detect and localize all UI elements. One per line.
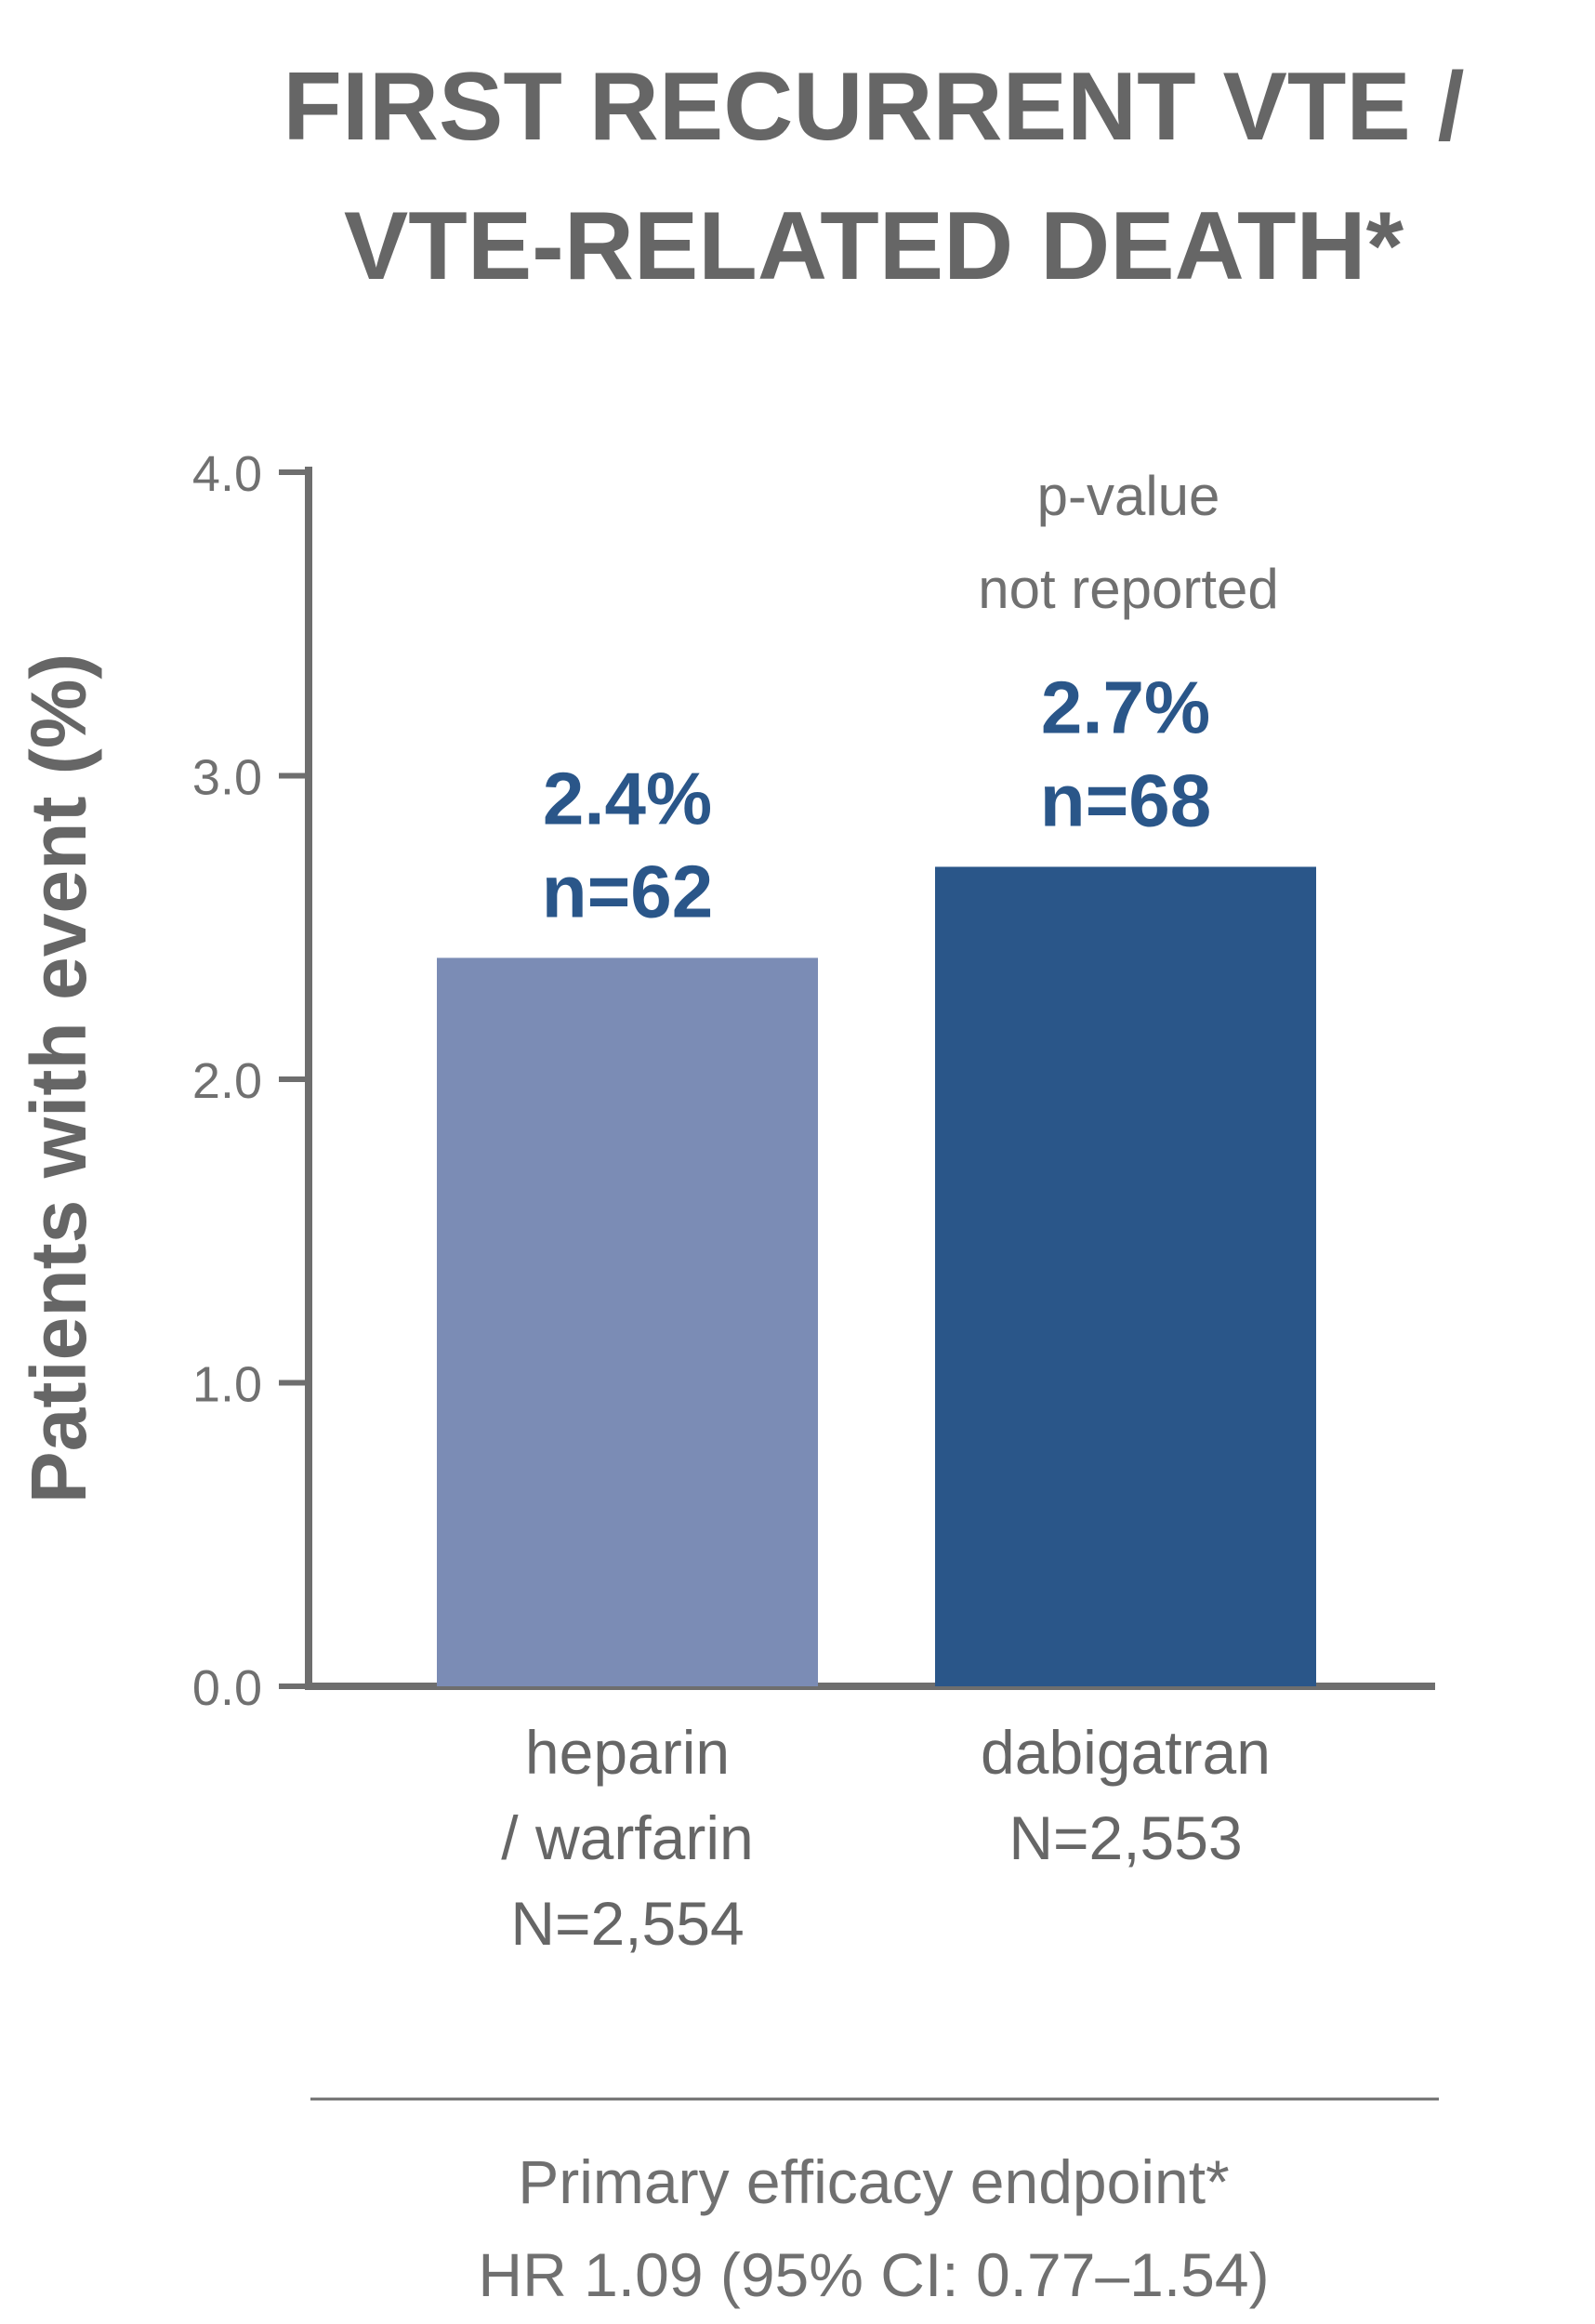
p-value-annotation-line-1: p-value (1037, 465, 1220, 527)
bar (935, 866, 1316, 1686)
y-tick-label: 0.0 (192, 1660, 262, 1716)
bar-count-label: n=62 (542, 850, 714, 932)
bar-labels: n=62 2.4% n=68 2.7% (542, 666, 1212, 932)
x-tick-label: N=2,553 (1008, 1803, 1242, 1872)
bar-count-label: n=68 (1040, 759, 1212, 841)
y-ticks: 0.0 1.0 2.0 3.0 4.0 (192, 446, 310, 1716)
y-tick-label: 1.0 (192, 1357, 262, 1413)
y-tick-label: 4.0 (192, 446, 262, 502)
category-labels: heparin / warfarin N=2,554 dabigatran N=2,55… (501, 1718, 1271, 1958)
bar-value-label: 2.7% (1041, 666, 1210, 748)
bar-value-label: 2.4% (543, 757, 712, 839)
p-value-annotation: p-value not reported (978, 465, 1279, 620)
x-tick-label: N=2,554 (510, 1889, 744, 1958)
x-tick-label: heparin (525, 1718, 730, 1787)
y-axis-label: Patients with event (%) (15, 654, 102, 1504)
chart-title: FIRST RECURRENT VTE / VTE-RELATED DEATH* (283, 53, 1464, 300)
y-tick-label: 3.0 (192, 750, 262, 806)
y-tick-label: 2.0 (192, 1053, 262, 1109)
footnote: Primary efficacy endpoint* HR 1.09 (95% … (478, 2147, 1269, 2309)
bar (437, 957, 818, 1686)
footnote-line-1: Primary efficacy endpoint* (518, 2147, 1229, 2216)
p-value-annotation-line-2: not reported (978, 558, 1279, 620)
chart-title-line-2: VTE-RELATED DEATH* (344, 192, 1404, 300)
chart-title-line-1: FIRST RECURRENT VTE / (283, 53, 1464, 161)
footnote-line-2: HR 1.09 (95% CI: 0.77–1.54) (478, 2240, 1269, 2309)
bars (437, 866, 1316, 1686)
x-tick-label: / warfarin (501, 1803, 753, 1872)
x-tick-label: dabigatran (981, 1718, 1271, 1787)
